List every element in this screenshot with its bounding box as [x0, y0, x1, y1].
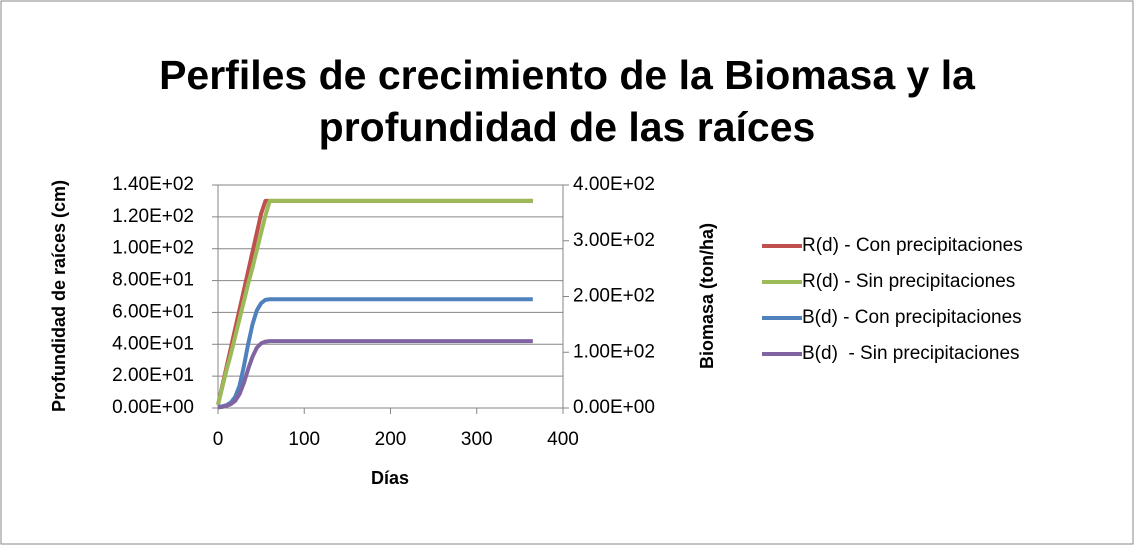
- y2-tick-label: 0.00E+00: [573, 397, 655, 418]
- x-tick-label: 0: [213, 429, 224, 450]
- x-axis-label: Días: [371, 468, 409, 488]
- y2-tick-label: 2.00E+02: [573, 286, 655, 307]
- y2-tick-label: 4.00E+02: [573, 174, 655, 195]
- legend-label: R(d) - Con precipitaciones: [802, 235, 1023, 256]
- y-tick-label: 2.00E+01: [112, 365, 194, 386]
- x-tick-label: 100: [288, 429, 320, 450]
- y-tick-label: 1.40E+02: [112, 174, 194, 195]
- legend-label: R(d) - Sin precipitaciones: [802, 271, 1015, 292]
- series-line: [217, 339, 533, 410]
- y-axis-label: Profundidad de raíces (cm): [49, 180, 69, 412]
- series-line: [216, 198, 533, 406]
- x-tick-label: 300: [461, 429, 493, 450]
- y2-tick-label: 1.00E+02: [573, 341, 655, 362]
- y2-tick-label: 3.00E+02: [573, 230, 655, 251]
- x-tick-label: 400: [547, 429, 579, 450]
- y-tick-label: 1.20E+02: [112, 206, 194, 227]
- y-tick-label: 4.00E+01: [112, 333, 194, 354]
- y-tick-label: 1.00E+02: [112, 238, 194, 259]
- legend-label: B(d) - Sin precipitaciones: [802, 343, 1020, 364]
- y-tick-label: 6.00E+01: [112, 301, 194, 322]
- legend-label: B(d) - Con precipitaciones: [802, 307, 1022, 328]
- chart-title-line: Perfiles de crecimiento de la Biomasa y …: [159, 52, 976, 98]
- y-tick-label: 8.00E+01: [112, 270, 194, 291]
- y-tick-label: 0.00E+00: [112, 397, 194, 418]
- y2-axis-label: Biomasa (ton/ha): [697, 223, 717, 369]
- x-tick-label: 200: [375, 429, 407, 450]
- chart-title-line: profundidad de las raíces: [319, 104, 816, 150]
